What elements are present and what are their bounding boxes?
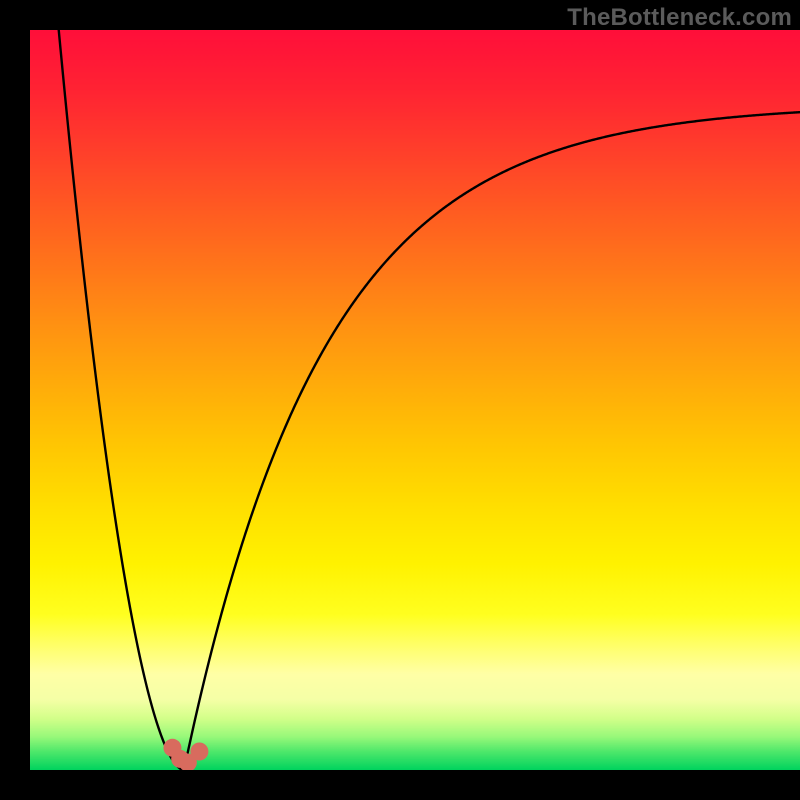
dip-marker-3 [190,743,208,761]
bottleneck-curve [30,30,800,770]
dip-markers [163,739,208,770]
watermark-text: TheBottleneck.com [567,4,792,32]
plot-area [30,30,800,770]
chart-root: TheBottleneck.com [0,0,800,800]
curve-layer [30,30,800,770]
